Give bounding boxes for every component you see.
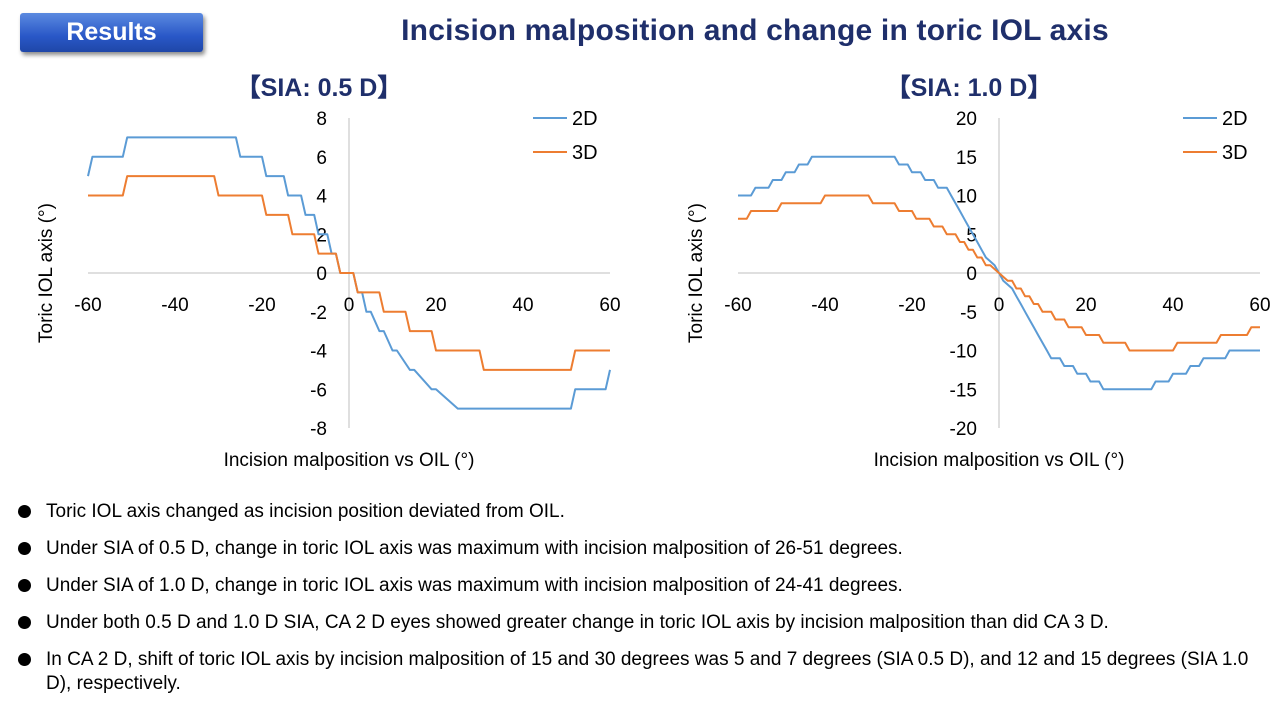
y-tick-label: -15 (950, 380, 977, 401)
legend-label: 3D (572, 142, 598, 164)
bullet-dot-icon (18, 542, 31, 555)
bullet-item: Under both 0.5 D and 1.0 D SIA, CA 2 D e… (18, 611, 1273, 635)
bullet-text: Under SIA of 1.0 D, change in toric IOL … (46, 575, 903, 596)
x-tick-label: -20 (248, 295, 275, 316)
y-tick-label: 0 (316, 264, 327, 285)
y-tick-label: 10 (956, 187, 977, 208)
x-tick-label: 0 (994, 295, 1005, 316)
x-tick-label: 60 (599, 295, 620, 316)
y-tick-label: -6 (310, 380, 327, 401)
x-tick-label: 20 (1075, 295, 1096, 316)
chart-sia-0-5: 【SIA: 0.5 D】 -60 -40 -20 0 20 40 60 8 6 4 2 0 -2 -4 -6-… (30, 64, 621, 479)
chart-sia-1-0: 【SIA: 1.0 D】 -60 -40 -20 0 20 40 60 20 15 10 5 0 -5 -1… (680, 64, 1271, 479)
series-line-3d (738, 194, 1260, 352)
x-axis-title: Incision malposition vs OIL (°) (224, 450, 475, 471)
legend-label: 2D (1222, 108, 1248, 130)
bullet-item: In CA 2 D, shift of toric IOL axis by in… (18, 648, 1273, 696)
x-tick-label: -40 (811, 295, 838, 316)
x-tick-label: 0 (344, 295, 355, 316)
findings-list: Toric IOL axis changed as incision posit… (18, 500, 1273, 696)
bullet-item: Toric IOL axis changed as incision posit… (18, 500, 1273, 524)
chart-title: 【SIA: 0.5 D】 (236, 74, 403, 102)
x-tick-label: -20 (898, 295, 925, 316)
y-tick-label: 5 (966, 225, 977, 246)
bullet-dot-icon (18, 616, 31, 629)
x-tick-label: -60 (74, 295, 101, 316)
y-tick-label: 2 (316, 225, 327, 246)
y-tick-label: -2 (310, 303, 327, 324)
series-line-3d (88, 175, 610, 371)
y-tick-label: 4 (316, 187, 327, 208)
x-tick-label: 60 (1249, 295, 1270, 316)
bullet-dot-icon (18, 653, 31, 666)
x-tick-label: 40 (1162, 295, 1183, 316)
bullet-text: Under SIA of 0.5 D, change in toric IOL … (46, 538, 903, 559)
y-tick-label: 15 (956, 148, 977, 169)
chart-svg-1: 【SIA: 1.0 D】 -60 -40 -20 0 20 40 60 20 15 10 5 0 -5 -1… (686, 74, 1271, 471)
chart-title: 【SIA: 1.0 D】 (886, 74, 1053, 102)
bullet-text: Toric IOL axis changed as incision posit… (46, 501, 565, 522)
bullet-item: Under SIA of 1.0 D, change in toric IOL … (18, 574, 1273, 598)
x-axis-title: Incision malposition vs OIL (°) (874, 450, 1125, 471)
x-tick-label: 20 (425, 295, 446, 316)
bullet-text: In CA 2 D, shift of toric IOL axis by in… (46, 649, 1249, 694)
x-tick-label: -60 (724, 295, 751, 316)
bullet-dot-icon (18, 505, 31, 518)
x-tick-label: -40 (161, 295, 188, 316)
legend-label: 2D (572, 108, 598, 130)
y-axis-title: Toric IOL axis (°) (686, 203, 707, 343)
y-tick-label: 20 (956, 109, 977, 130)
y-tick-label: -10 (950, 342, 977, 363)
y-tick-label: 6 (316, 148, 327, 169)
bullet-item: Under SIA of 0.5 D, change in toric IOL … (18, 537, 1273, 561)
y-tick-label: 0 (966, 264, 977, 285)
bullet-dot-icon (18, 579, 31, 592)
legend-label: 3D (1222, 142, 1248, 164)
slide-title: Incision malposition and change in toric… (401, 14, 1109, 47)
y-tick-label: -5 (960, 303, 977, 324)
y-tick-label: -20 (950, 419, 977, 440)
x-tick-label: 40 (512, 295, 533, 316)
y-axis-title: Toric IOL axis (°) (36, 203, 57, 343)
bullet-text: Under both 0.5 D and 1.0 D SIA, CA 2 D e… (46, 612, 1109, 633)
y-tick-label: -4 (310, 342, 327, 363)
y-tick-label: 8 (316, 109, 327, 130)
y-tick-label: -8 (310, 419, 327, 440)
chart-svg-0: 【SIA: 0.5 D】-60 -40 -20 0 20 40 6086420-2-4-6-… (36, 74, 621, 471)
results-badge: Results (20, 13, 203, 52)
